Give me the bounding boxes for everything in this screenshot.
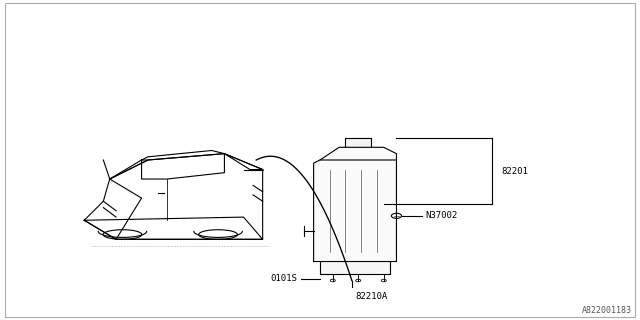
Text: 82210A: 82210A (355, 292, 387, 301)
Text: N37002: N37002 (425, 211, 458, 220)
Text: A822001183: A822001183 (582, 307, 632, 316)
Polygon shape (320, 261, 390, 274)
Polygon shape (320, 147, 396, 160)
Polygon shape (314, 160, 396, 261)
Polygon shape (346, 138, 371, 147)
Text: 82201: 82201 (502, 167, 529, 176)
Text: 0101S: 0101S (271, 275, 298, 284)
